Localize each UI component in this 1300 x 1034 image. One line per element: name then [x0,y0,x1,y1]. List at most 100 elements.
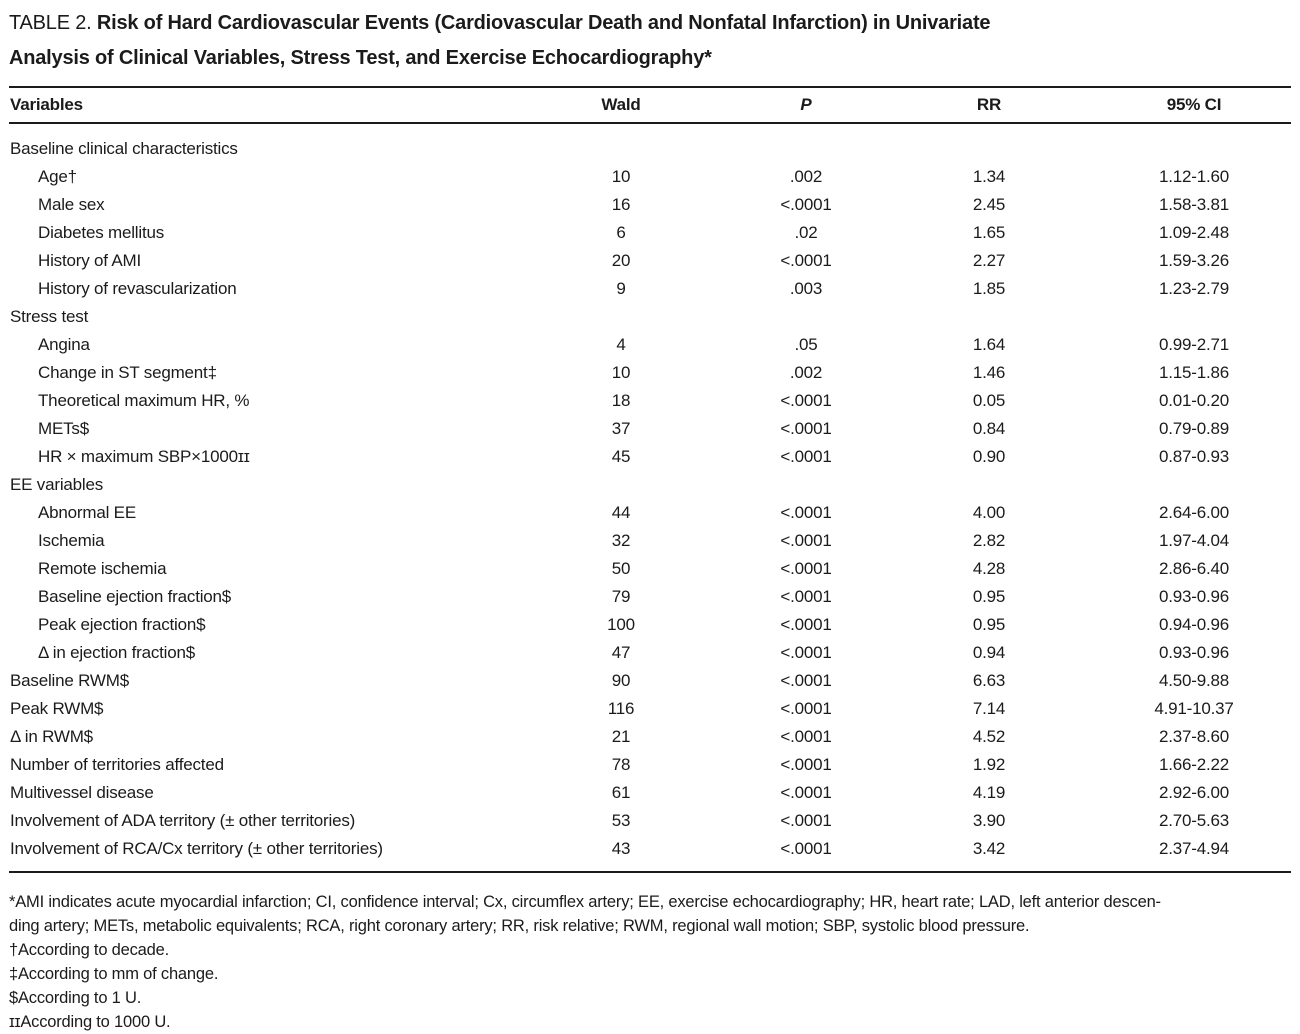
variable-cell: Number of territories affected [10,755,224,774]
rr-cell: 1.85 [972,279,1006,298]
table-row: History of revascularization 9 .003 1.85 1.2… [9,275,1291,303]
rr-cell: 0.95 [972,615,1006,634]
ci-cell: 2.70-5.63 [1158,811,1230,830]
wald-cell: 53 [611,811,631,830]
table-number: TABLE 2. [9,12,92,34]
wald-cell: 18 [611,391,631,410]
footnote-line: ding artery; METs, metabolic equivalents… [9,917,1030,935]
p-value-cell: <.0001 [780,755,832,774]
table-row: Abnormal EE 44 <.0001 4.00 2.64-6.00 [9,499,1291,527]
table-row: Number of territories affected 78 <.0001 1.… [9,751,1291,779]
wald-cell: 44 [611,503,631,522]
table-row: Peak RWM$ 116 <.0001 7.14 4.91-10.37 [9,695,1291,723]
wald-cell: 116 [607,699,635,718]
variable-cell: Involvement of RCA/Cx territory (± other… [10,839,383,858]
variable-cell: Involvement of ADA territory (± other te… [10,811,356,830]
rr-cell: 6.63 [972,671,1006,690]
variable-cell: Δ in RWM$ [10,727,93,746]
ci-cell: 2.92-6.00 [1158,783,1230,802]
footnote-line: ɪɪAccording to 1000 U. [9,1013,171,1031]
variable-cell: Δ in ejection fraction$ [38,643,196,662]
ci-cell: 0.93-0.96 [1158,587,1230,606]
ci-cell: 2.64-6.00 [1158,503,1230,522]
table-title: TABLE 2. Risk of Hard Cardiovascular Eve… [9,6,1271,76]
table-row: Baseline ejection fraction$ 79 <.0001 0.95 0… [9,583,1291,611]
wald-cell: 79 [611,587,631,606]
p-value-cell: <.0001 [780,195,832,214]
variable-cell: Change in ST segment‡ [38,363,217,382]
ci-cell: 4.50-9.88 [1158,671,1230,690]
wald-cell [511,471,731,499]
variable-cell: Male sex [38,195,105,214]
footnote-line: *AMI indicates acute myocardial infarcti… [9,893,1161,911]
ci-cell: 0.01-0.20 [1158,391,1230,410]
rr-cell: 2.27 [972,251,1006,270]
variable-cell: Baseline RWM$ [10,671,129,690]
rr-cell: 3.42 [972,839,1006,858]
wald-cell: 32 [611,531,631,550]
table-row: Baseline RWM$ 90 <.0001 6.63 4.50-9.88 [9,667,1291,695]
p-value-cell: .002 [789,363,823,382]
rr-cell: 1.92 [972,755,1006,774]
table-row: Δ in RWM$ 21 <.0001 4.52 2.37-8.60 [9,723,1291,751]
p-value-cell: <.0001 [780,643,832,662]
col-header-ci: 95% CI [1097,87,1291,124]
ci-cell: 0.93-0.96 [1158,643,1230,662]
p-value-cell: .02 [794,223,818,242]
table-row: History of AMI 20 <.0001 2.27 1.59-3.26 [9,247,1291,275]
ci-cell: 1.97-4.04 [1158,531,1230,550]
p-value-cell [731,303,881,331]
ci-cell [1097,123,1291,163]
variable-cell: Diabetes mellitus [38,223,165,242]
rr-cell: 4.28 [972,559,1006,578]
table-row: Involvement of RCA/Cx territory (± other… [9,835,1291,872]
wald-cell: 50 [611,559,631,578]
p-value-cell: <.0001 [780,419,832,438]
rr-cell: 3.90 [972,811,1006,830]
wald-cell: 47 [611,643,631,662]
wald-cell: 10 [611,167,631,186]
col-header-variables: Variables [9,87,511,124]
p-value-cell: .003 [789,279,823,298]
wald-cell: 90 [611,671,631,690]
wald-cell: 20 [611,251,631,270]
p-value-cell: <.0001 [780,699,832,718]
ci-cell: 2.86-6.40 [1158,559,1230,578]
p-value-cell: .002 [789,167,823,186]
col-header-rr: RR [881,87,1097,124]
wald-cell: 10 [611,363,631,382]
rr-cell [881,471,1097,499]
table-title-text: Risk of Hard Cardiovascular Events (Card… [9,12,991,69]
variable-cell: Peak RWM$ [10,699,104,718]
p-value-cell: <.0001 [780,839,832,858]
footnote-line: †According to decade. [9,941,169,959]
ci-cell: 0.99-2.71 [1158,335,1230,354]
variable-cell: Stress test [10,307,89,326]
wald-cell [511,303,731,331]
table-row: Diabetes mellitus 6 .02 1.65 1.09-2.48 [9,219,1291,247]
col-header-p: P [731,87,881,124]
ci-cell [1097,471,1291,499]
rr-cell: 4.52 [972,727,1006,746]
variable-cell: Abnormal EE [38,503,136,522]
table-row: Peak ejection fraction$ 100 <.0001 0.95 0.94… [9,611,1291,639]
section-row: EE variables [9,471,1291,499]
wald-cell: 16 [611,195,631,214]
rr-cell: 2.45 [972,195,1006,214]
wald-cell: 9 [616,279,626,298]
p-value-cell: <.0001 [780,587,832,606]
wald-cell: 4 [616,335,626,354]
col-header-wald: Wald [511,87,731,124]
ci-cell: 0.79-0.89 [1158,419,1230,438]
table-row: Change in ST segment‡ 10 .002 1.46 1.15-1.86 [9,359,1291,387]
rr-cell: 1.46 [972,363,1006,382]
wald-cell: 43 [611,839,631,858]
variable-cell: Age† [38,167,77,186]
table-row: Ischemia 32 <.0001 2.82 1.97-4.04 [9,527,1291,555]
table-row: METs$ 37 <.0001 0.84 0.79-0.89 [9,415,1291,443]
ci-cell: 1.59-3.26 [1158,251,1230,270]
p-value-cell: <.0001 [780,783,832,802]
p-value-cell [731,123,881,163]
variable-cell: EE variables [10,475,104,494]
rr-cell [881,123,1097,163]
